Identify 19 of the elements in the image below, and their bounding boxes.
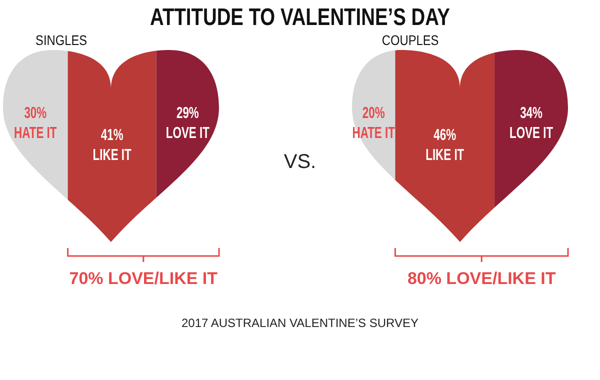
category-label: HATE IT: [352, 122, 396, 142]
data-label: 34%: [520, 102, 542, 122]
text: VS.: [284, 151, 316, 173]
category-label: LOVE IT: [166, 122, 210, 142]
category-label: LIKE IT: [426, 144, 465, 164]
category-label: HATE IT: [14, 122, 58, 142]
category-label: LIKE IT: [92, 144, 132, 164]
data-label: 30%: [24, 102, 47, 122]
text: 70% LOVE/LIKE IT: [69, 269, 218, 288]
text: ATTITUDE TO VALENTINE’S DAY: [150, 2, 450, 31]
text: COUPLES: [382, 32, 440, 48]
data-label: 41%: [100, 124, 124, 144]
data-label: 46%: [434, 124, 456, 144]
data-label: 29%: [176, 102, 199, 122]
data-label: 20%: [362, 102, 385, 122]
category-label: LOVE IT: [510, 122, 554, 142]
text: 2017 AUSTRALIAN VALENTINE’S SURVEY: [182, 316, 418, 330]
text: 80% LOVE/LIKE IT: [407, 269, 556, 288]
text: SINGLES: [36, 32, 88, 48]
